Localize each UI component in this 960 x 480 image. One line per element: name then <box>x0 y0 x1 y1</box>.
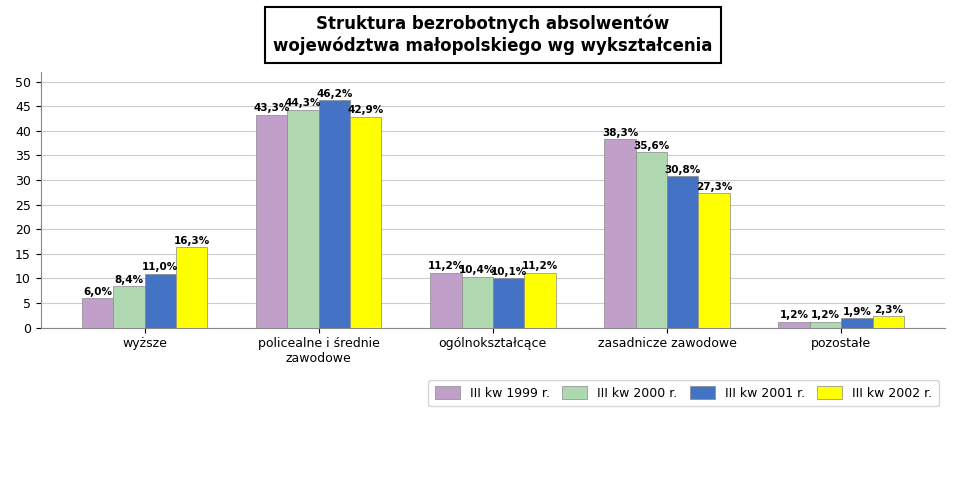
Text: 44,3%: 44,3% <box>285 98 322 108</box>
Text: 8,4%: 8,4% <box>114 275 143 285</box>
Bar <box>779 322 810 328</box>
Bar <box>430 273 462 328</box>
Text: 46,2%: 46,2% <box>316 89 352 99</box>
Text: 42,9%: 42,9% <box>348 105 384 115</box>
Bar <box>462 276 492 328</box>
Text: 30,8%: 30,8% <box>664 165 701 175</box>
Text: 6,0%: 6,0% <box>83 287 112 297</box>
Bar <box>113 287 145 328</box>
Bar <box>145 274 176 328</box>
Bar <box>873 316 904 328</box>
Text: 10,1%: 10,1% <box>491 266 527 276</box>
Bar <box>810 322 841 328</box>
Bar <box>319 100 350 328</box>
Title: Struktura bezrobotnych absolwentów
województwa małopolskiego wg wykształcenia: Struktura bezrobotnych absolwentów wojew… <box>274 15 712 55</box>
Bar <box>350 117 381 328</box>
Bar <box>176 248 207 328</box>
Legend: III kw 1999 r., III kw 2000 r., III kw 2001 r., III kw 2002 r.: III kw 1999 r., III kw 2000 r., III kw 2… <box>428 380 939 406</box>
Text: 35,6%: 35,6% <box>634 141 669 151</box>
Bar <box>82 298 113 328</box>
Bar <box>605 139 636 328</box>
Text: 1,2%: 1,2% <box>780 310 808 320</box>
Bar <box>492 278 524 328</box>
Bar <box>256 115 287 328</box>
Text: 1,9%: 1,9% <box>843 307 872 317</box>
Bar <box>667 176 698 328</box>
Text: 43,3%: 43,3% <box>253 103 290 113</box>
Text: 11,2%: 11,2% <box>522 261 558 271</box>
Text: 38,3%: 38,3% <box>602 128 638 138</box>
Text: 11,2%: 11,2% <box>428 261 464 271</box>
Bar <box>841 318 873 328</box>
Bar <box>524 273 556 328</box>
Bar <box>636 153 667 328</box>
Text: 11,0%: 11,0% <box>142 262 179 272</box>
Text: 2,3%: 2,3% <box>874 305 902 315</box>
Text: 10,4%: 10,4% <box>459 265 495 275</box>
Bar <box>698 193 730 328</box>
Bar <box>287 109 319 328</box>
Text: 27,3%: 27,3% <box>696 182 732 192</box>
Text: 16,3%: 16,3% <box>174 236 209 246</box>
Text: 1,2%: 1,2% <box>811 310 840 320</box>
